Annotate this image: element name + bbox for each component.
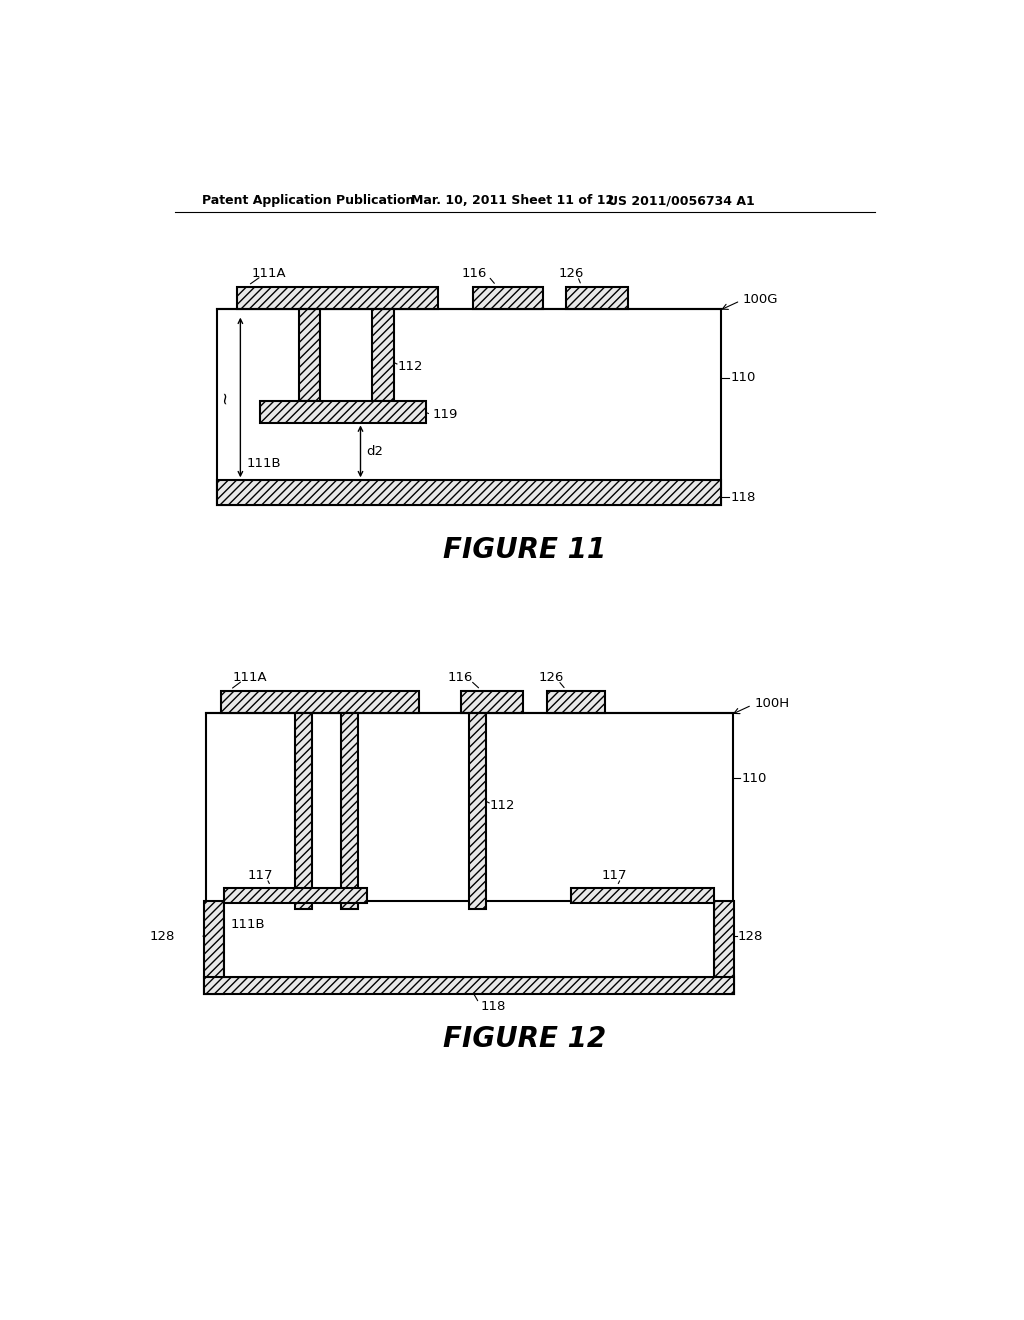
Text: 112: 112 [489, 799, 515, 812]
Text: 112: 112 [397, 360, 423, 372]
Text: 118: 118 [480, 999, 506, 1012]
Text: 111B: 111B [247, 457, 282, 470]
Bar [221, 692, 419, 713]
Text: 126: 126 [558, 267, 584, 280]
Bar [299, 309, 321, 401]
Bar [714, 902, 734, 994]
Text: 117: 117 [248, 869, 272, 882]
Text: 100G: 100G [742, 293, 778, 306]
Bar [224, 887, 368, 903]
Bar [566, 286, 628, 309]
Text: 111B: 111B [230, 917, 265, 931]
Bar [237, 286, 438, 309]
Text: 126: 126 [539, 671, 564, 684]
Bar [217, 309, 721, 506]
Bar [372, 309, 394, 401]
Text: 117: 117 [601, 869, 627, 882]
Bar [295, 713, 311, 909]
Bar [224, 902, 714, 977]
Text: 111A: 111A [252, 267, 287, 280]
Bar [341, 713, 358, 909]
Bar [469, 713, 486, 909]
Text: 116: 116 [461, 267, 486, 280]
Bar [204, 902, 224, 994]
Bar [461, 692, 523, 713]
Text: 100H: 100H [755, 697, 790, 710]
Text: Mar. 10, 2011 Sheet 11 of 12: Mar. 10, 2011 Sheet 11 of 12 [411, 194, 614, 207]
Text: 118: 118 [730, 491, 756, 504]
Text: FIGURE 12: FIGURE 12 [443, 1024, 606, 1052]
Text: Patent Application Publication: Patent Application Publication [202, 194, 414, 207]
Text: 128: 128 [738, 929, 763, 942]
Text: ~: ~ [216, 391, 234, 404]
Text: US 2011/0056734 A1: US 2011/0056734 A1 [608, 194, 756, 207]
Text: 128: 128 [150, 929, 174, 942]
Text: 111A: 111A [232, 671, 267, 684]
Bar [217, 480, 721, 504]
Bar [547, 692, 604, 713]
Text: d2: d2 [367, 445, 384, 458]
Text: 116: 116 [447, 671, 473, 684]
Text: 119: 119 [432, 408, 458, 421]
Text: 110: 110 [741, 772, 767, 785]
Bar [473, 286, 543, 309]
Bar [260, 401, 426, 422]
Bar [570, 887, 714, 903]
Bar [206, 713, 732, 909]
Bar [204, 977, 734, 994]
Text: FIGURE 11: FIGURE 11 [443, 536, 606, 564]
Text: 110: 110 [730, 371, 756, 384]
